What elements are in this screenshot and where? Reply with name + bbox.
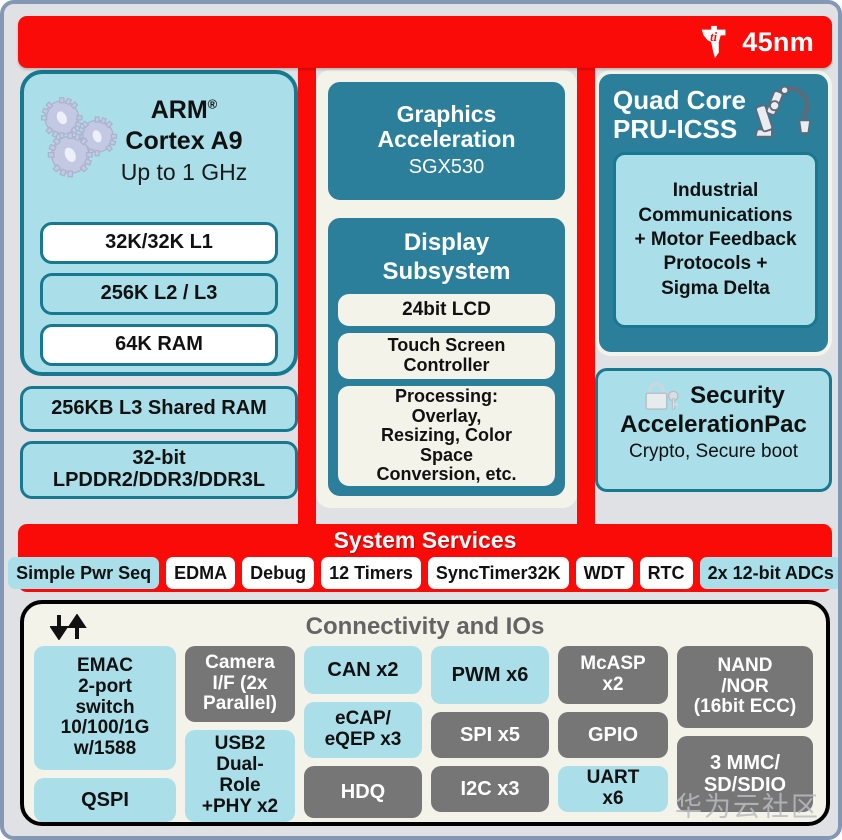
pru-feature-3: Protocols + xyxy=(663,253,768,275)
conn-box-qspi: QSPI xyxy=(34,778,176,822)
memory-box-l1: 32K/32K L1 xyxy=(40,222,278,264)
left-column: ARM® Cortex A9 Up to 1 GHz 32K/32K L1 25… xyxy=(20,70,298,499)
conn-box-camera: Camera I/F (2x Parallel) xyxy=(185,646,295,722)
pru-feature-2: + Motor Feedback xyxy=(634,229,797,251)
conn-col-2: CAN x2 eCAP/eQEP x3 HDQ xyxy=(304,646,422,822)
conn-box-can: CAN x2 xyxy=(304,646,422,694)
chip-wdt: WDT xyxy=(575,557,633,589)
chip-debug: Debug xyxy=(242,557,315,589)
display-items: 24bit LCD Touch Screen Controller Process… xyxy=(338,293,555,486)
display-line2: Subsystem xyxy=(382,258,511,286)
graphics-line1: Graphics xyxy=(396,101,497,127)
pru-features-box: Industrial Communications + Motor Feedba… xyxy=(613,152,818,329)
middle-column-panel: Graphics Acceleration SGX530 Display Sub… xyxy=(316,70,577,508)
arm-title: ARM® Cortex A9 Up to 1 GHz xyxy=(34,84,284,186)
connectivity-title: Connectivity and IOs xyxy=(305,613,545,640)
pru-feature-1: Communications xyxy=(638,204,793,226)
ddr-line1: 32-bit xyxy=(132,447,186,470)
gears-icon xyxy=(41,97,118,178)
top-banner: ti 45nm xyxy=(18,16,832,68)
arm-clock-label: Up to 1 GHz xyxy=(120,159,248,185)
pru-feature-4: Sigma Delta xyxy=(661,277,770,299)
system-services-title: System Services xyxy=(333,527,517,553)
svg-text:ti: ti xyxy=(710,30,717,44)
ddr-controller-box: 32-bit LPDDR2/DDR3/DDR3L xyxy=(20,441,298,499)
conn-box-gpio: GPIO xyxy=(558,712,668,758)
chip-synctimer32k: SyncTimer32K xyxy=(427,557,569,589)
connectivity-block: Connectivity and IOs EMAC 2-port switch 10/… xyxy=(20,600,830,826)
connectivity-header: Connectivity and IOs xyxy=(34,612,816,644)
column-separator-left xyxy=(298,59,316,529)
ddr-line2: LPDDR2/DDR3/DDR3L xyxy=(52,469,266,491)
graphics-line2: Acceleration xyxy=(377,126,516,153)
chip-adcs: 2x 12-bit ADCs xyxy=(699,557,838,589)
pru-line2: PRU-ICSS xyxy=(613,114,738,145)
chip-timers: 12 Timers xyxy=(321,557,421,589)
chip-edma: EDMA xyxy=(166,557,236,589)
connectivity-grid: EMAC 2-port switch 10/100/1G w/1588 QSPI Cam… xyxy=(34,646,816,822)
middle-column: Graphics Acceleration SGX530 Display Sub… xyxy=(316,70,577,508)
arm-core-block: ARM® Cortex A9 Up to 1 GHz 32K/32K L1 25… xyxy=(20,70,298,376)
right-column: Quad Core PRU-ICSS Industrial Communicat… xyxy=(595,70,832,492)
conn-box-nand: NAND/NOR (16bit ECC) xyxy=(677,646,813,728)
conn-col-5: NAND/NOR (16bit ECC) 3 MMC/SD/SDIO xyxy=(677,646,813,822)
robot-arm-icon xyxy=(754,85,812,138)
conn-box-mmc: 3 MMC/SD/SDIO xyxy=(677,736,813,812)
ti-logo-icon: ti xyxy=(701,25,726,59)
arm-label: ARM xyxy=(150,96,208,124)
security-line1: Security xyxy=(690,382,785,410)
conn-box-uart: UART x6 xyxy=(558,766,668,812)
conn-box-mcasp: McASP x2 xyxy=(558,646,668,704)
arm-core-label: Cortex A9 xyxy=(125,127,243,155)
lock-key-icon xyxy=(645,382,679,410)
conn-col-4: McASP x2 GPIO UART x6 xyxy=(558,646,668,822)
conn-col-1: Camera I/F (2x Parallel) USB2 Dual- Role +PHY… xyxy=(185,646,295,822)
display-item-lcd: 24bit LCD xyxy=(338,293,555,326)
l3-shared-ram-box: 256KB L3 Shared RAM xyxy=(20,386,298,432)
conn-box-hdq: HDQ xyxy=(304,766,422,818)
chip-simple-pwr-seq: Simple Pwr Seq xyxy=(8,557,160,589)
security-accelerator-block: Security AccelerationPac Crypto, Secure … xyxy=(595,368,832,492)
display-item-processing: Processing: Overlay, Resizing, Color Space C… xyxy=(338,385,555,486)
display-line1: Display xyxy=(403,229,490,256)
pru-icss-block: Quad Core PRU-ICSS Industrial Communicat… xyxy=(595,70,832,356)
process-node-label: 45nm xyxy=(742,26,814,57)
pru-feature-0: Industrial xyxy=(672,180,759,202)
system-services-chips: Simple Pwr Seq EDMA Debug 12 Timers Sync… xyxy=(8,557,838,589)
conn-box-ecap: eCAP/eQEP x3 xyxy=(304,702,422,758)
down-up-arrows-icon xyxy=(50,614,87,640)
chip-rtc: RTC xyxy=(639,557,693,589)
trademark-symbol: ® xyxy=(207,96,218,112)
memory-box-ram: 64K RAM xyxy=(40,324,278,366)
memory-box-l2l3: 256K L2 / L3 xyxy=(40,273,278,315)
security-subtitle: Crypto, Secure boot xyxy=(629,440,798,462)
conn-box-emac: EMAC 2-port switch 10/100/1G w/1588 xyxy=(34,646,176,770)
arm-memory-list: 32K/32K L1 256K L2 / L3 64K RAM xyxy=(40,222,278,375)
security-line2: AccelerationPac xyxy=(620,411,807,438)
display-subsystem-block: Display Subsystem 24bit LCD Touch Screen… xyxy=(324,214,569,500)
conn-col-3: PWM x6 SPI x5 I2C x3 xyxy=(431,646,549,822)
column-separator-right xyxy=(577,59,595,529)
graphics-acceleration-block: Graphics Acceleration SGX530 xyxy=(324,78,569,204)
graphics-subtitle: SGX530 xyxy=(408,155,485,178)
system-services-band: System Services Simple Pwr Seq EDMA Debu… xyxy=(8,524,838,592)
conn-box-spi: SPI x5 xyxy=(431,712,549,758)
conn-box-usb2: USB2 Dual- Role +PHY x2 xyxy=(185,730,295,822)
conn-col-0: EMAC 2-port switch 10/100/1G w/1588 QSPI xyxy=(34,646,176,822)
pru-line1: Quad Core xyxy=(613,85,746,115)
conn-box-pwm: PWM x6 xyxy=(431,646,549,704)
conn-box-i2c: I2C x3 xyxy=(431,766,549,812)
display-item-touch: Touch Screen Controller xyxy=(338,332,555,379)
